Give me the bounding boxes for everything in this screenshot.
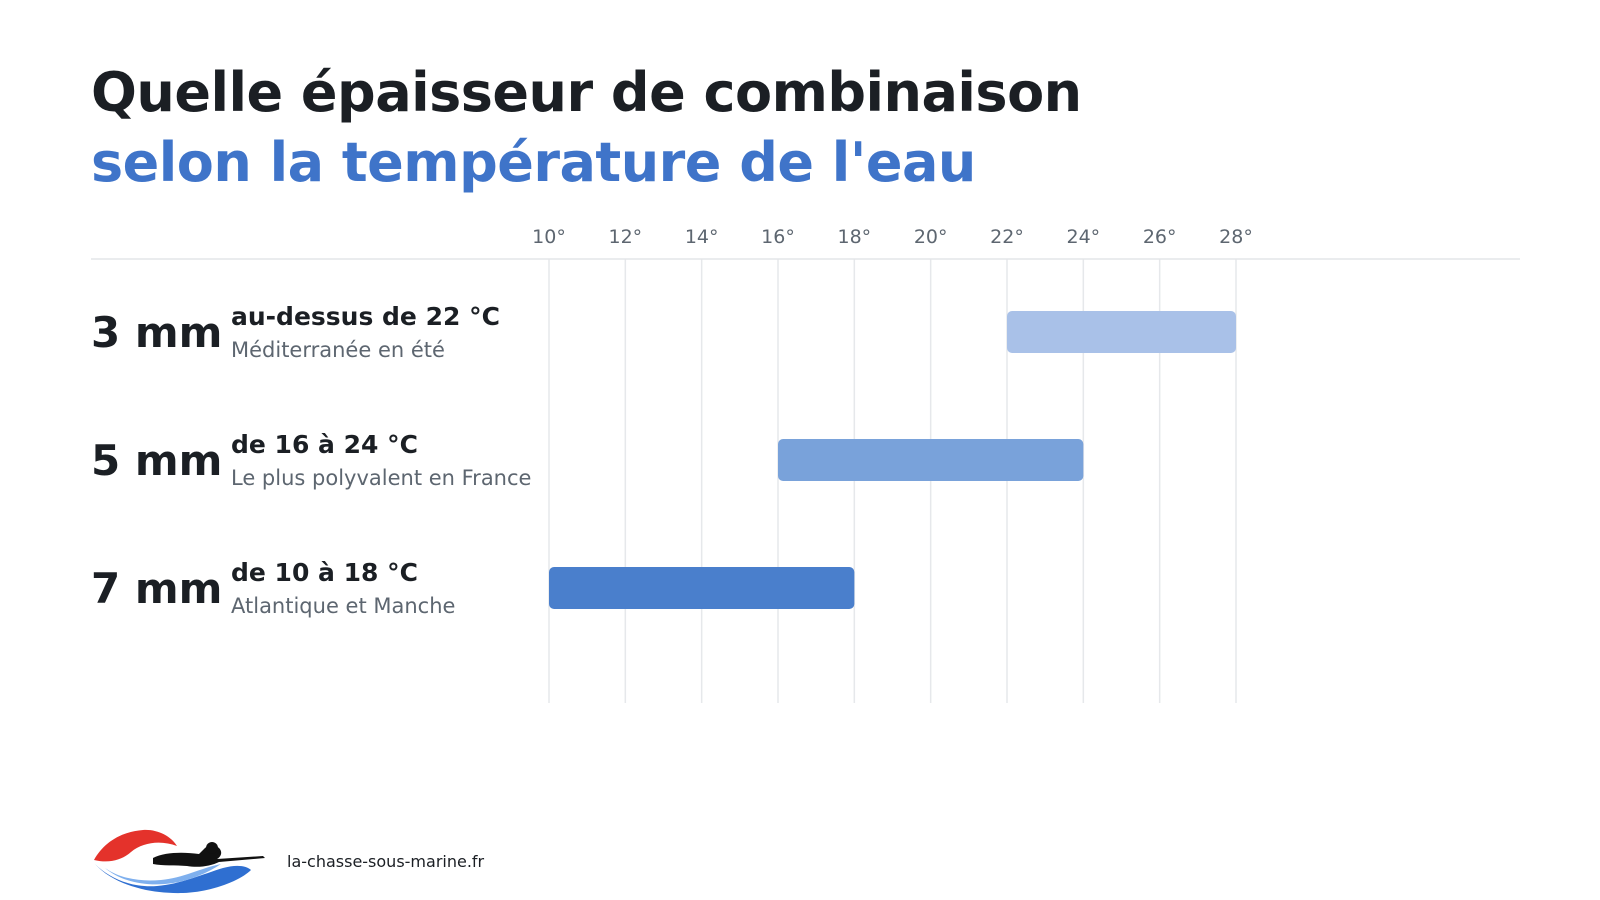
logo-diver-silhouette <box>153 845 265 867</box>
x-tick-label: 22° <box>990 226 1024 248</box>
row-thickness-label: 3 mm <box>91 308 222 357</box>
x-tick-label: 26° <box>1143 226 1177 248</box>
logo-blue-wave <box>95 864 251 894</box>
chart-rows: 3 mm au-dessus de 22 °C Méditerranée en ét… <box>91 302 531 618</box>
range-bar <box>1007 311 1236 353</box>
x-tick-label: 16° <box>761 226 795 248</box>
row-description: Le plus polyvalent en France <box>231 466 531 490</box>
row-description: Atlantique et Manche <box>231 594 455 618</box>
x-tick-label: 10° <box>532 226 566 248</box>
row-thickness-label: 5 mm <box>91 436 222 485</box>
x-tick-label: 14° <box>685 226 719 248</box>
row-range-text: de 10 à 18 °C <box>231 558 418 587</box>
range-bars <box>549 311 1236 609</box>
site-name: la-chasse-sous-marine.fr <box>287 852 485 871</box>
x-axis-ticks: 10° 12° 14° 16° 18° 20° 22° 24° 26° 28° <box>532 226 1253 248</box>
chart-title: Quelle épaisseur de combinaison selon la… <box>91 58 1082 198</box>
row-range-text: de 16 à 24 °C <box>231 430 418 459</box>
spearfisher-wave-logo <box>94 829 265 894</box>
wetsuit-temperature-chart: 10° 12° 14° 16° 18° 20° 22° 24° 26° 28° 3 mm au-de… <box>91 226 1520 703</box>
x-tick-label: 20° <box>914 226 948 248</box>
x-tick-label: 28° <box>1219 226 1253 248</box>
logo-red-wave <box>94 829 177 862</box>
x-tick-label: 24° <box>1066 226 1100 248</box>
chart-row: 3 mm au-dessus de 22 °C Méditerranée en ét… <box>91 302 500 362</box>
row-description: Méditerranée en été <box>231 338 445 362</box>
range-bar <box>549 567 855 609</box>
chart-row: 7 mm de 10 à 18 °C Atlantique et Manche <box>91 558 455 618</box>
row-thickness-label: 7 mm <box>91 564 222 613</box>
x-tick-label: 18° <box>837 226 871 248</box>
title-line-2: selon la température de l'eau <box>91 131 976 194</box>
row-range-text: au-dessus de 22 °C <box>231 302 500 331</box>
logo-light-wave <box>105 864 221 885</box>
x-tick-label: 12° <box>608 226 642 248</box>
logo-diver-head <box>206 842 218 854</box>
title-line-1: Quelle épaisseur de combinaison <box>91 61 1082 124</box>
chart-row: 5 mm de 16 à 24 °C Le plus polyvalent en F… <box>91 430 531 490</box>
range-bar <box>778 439 1084 481</box>
